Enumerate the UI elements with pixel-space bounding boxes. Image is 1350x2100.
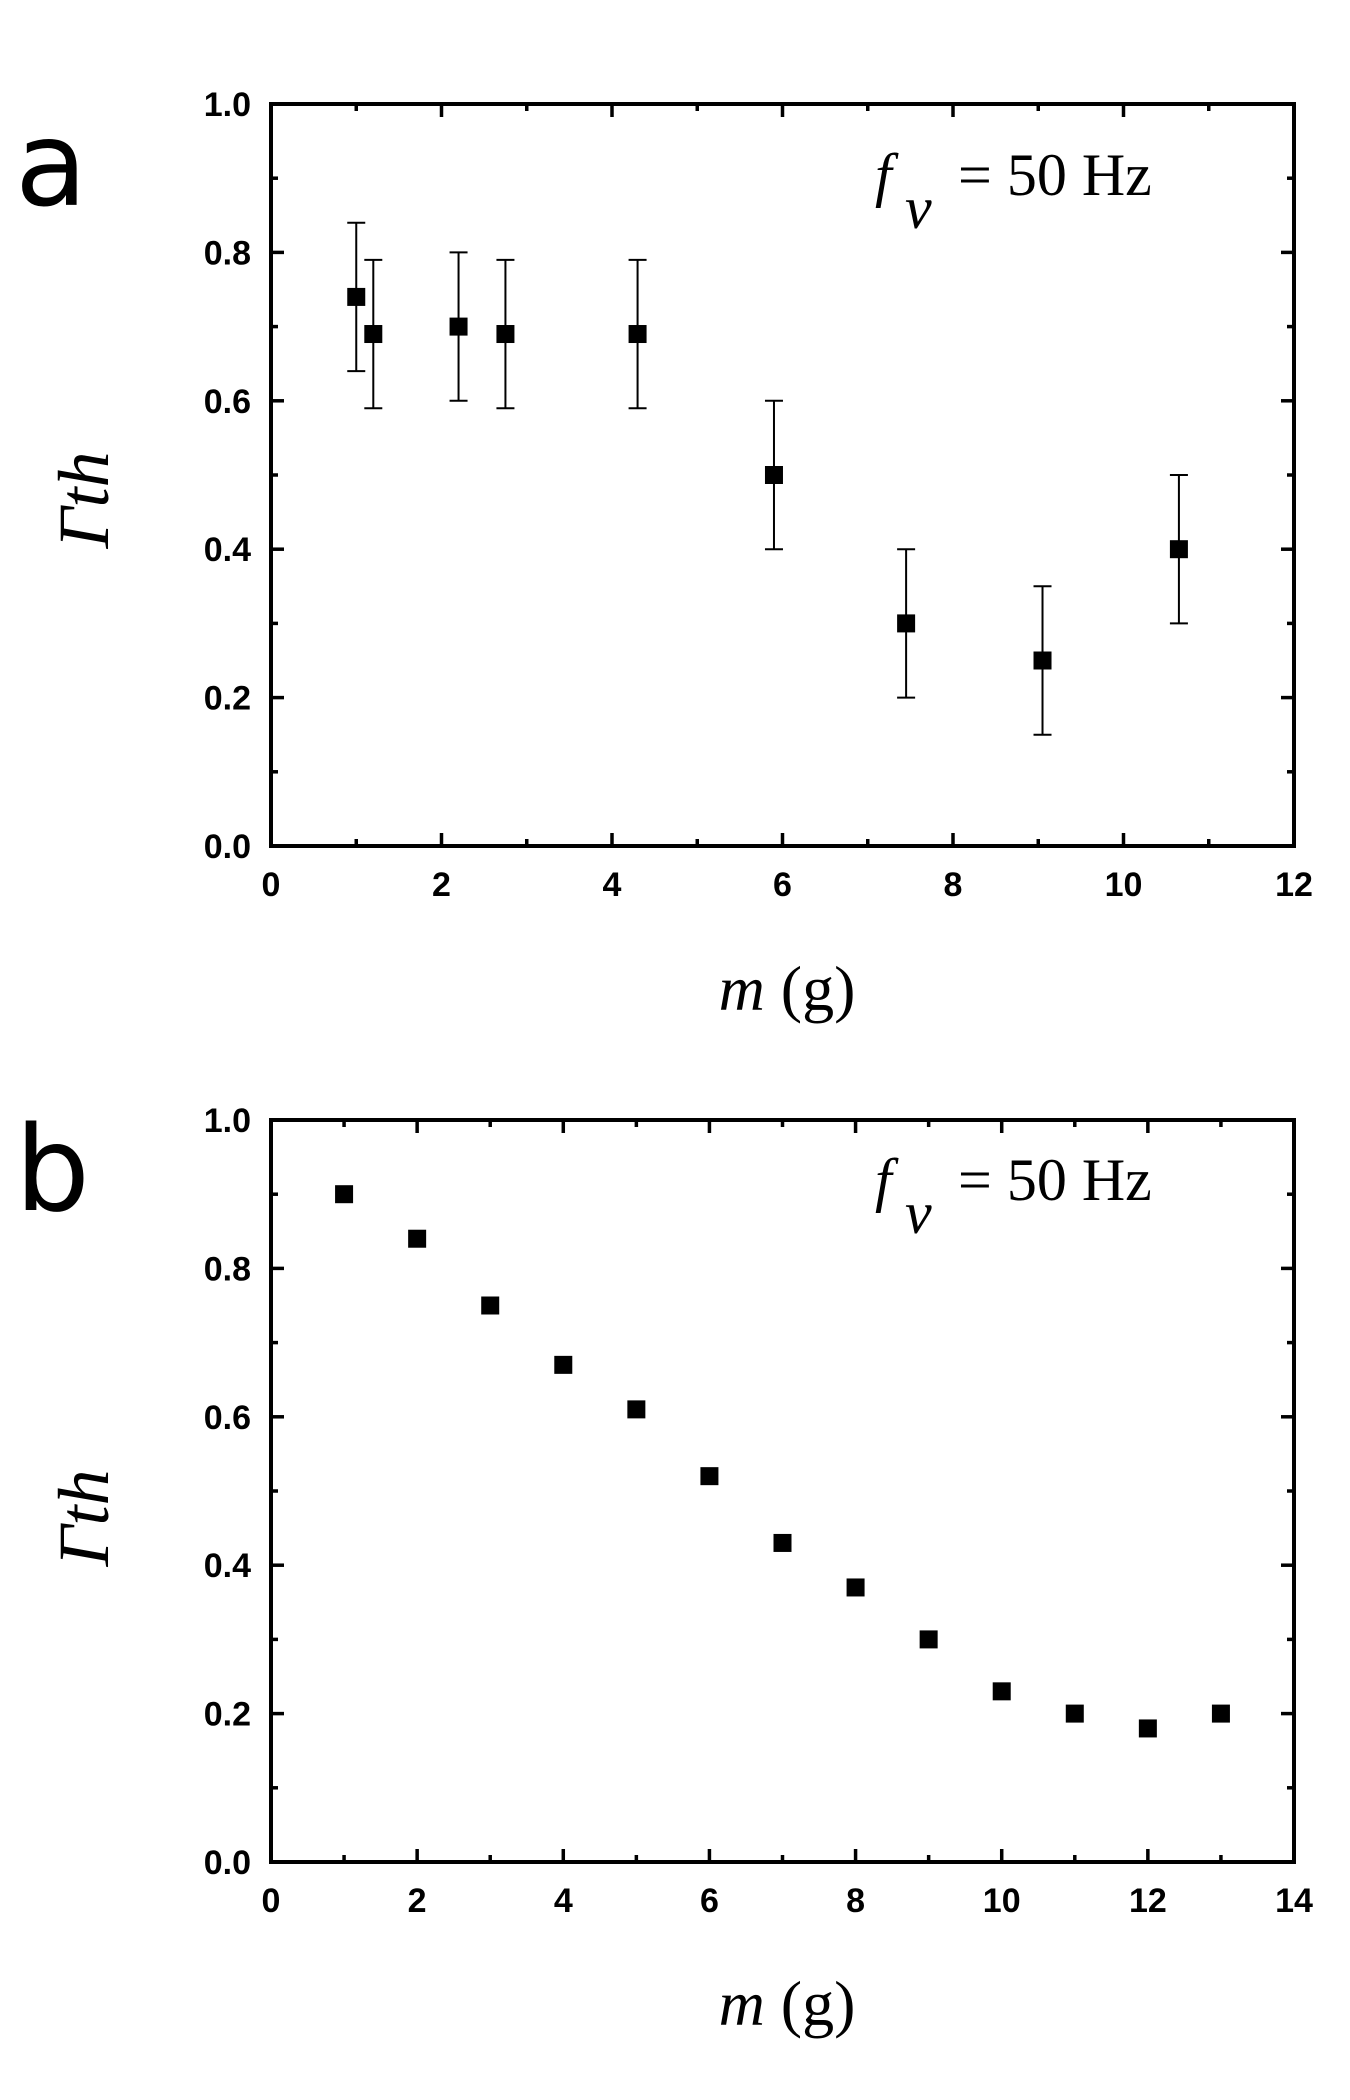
panel-b-x-tick-label: 10 [983, 1882, 1021, 1920]
panel-b-data-point [700, 1467, 719, 1486]
panel-a-data-point [347, 287, 366, 306]
panel-a-annot-subscript: v [905, 175, 932, 241]
panel-a-label: a [15, 95, 87, 233]
panel-a-plot: 0 2 4 6 8 10 12 0.0 0.2 0.4 0.6 0.8 1.0 [204, 86, 1313, 904]
panel-a-x-tick-label: 8 [944, 866, 963, 904]
panel-b-label: b [15, 1100, 90, 1238]
panel-a-data-point [628, 325, 647, 344]
panel-a-annot-text: = 50 Hz [958, 142, 1152, 208]
panel-b-annot-symbol: f [875, 1147, 899, 1213]
panel-a-y-tick-label: 1.0 [204, 86, 251, 124]
panel-a-data-point [1033, 651, 1052, 670]
panel-a-data-point [1169, 540, 1188, 559]
panel-b-x-tick-label: 8 [846, 1882, 865, 1920]
panel-b-y-axis-title: Γth [44, 1470, 124, 1568]
panel-b-data-point [919, 1630, 938, 1649]
panel-a-x-axis-title: m (g) [719, 953, 856, 1024]
panel-a-y-symbol: Γ [44, 504, 124, 549]
panel-b-y-tick-label: 0.6 [204, 1399, 251, 1437]
panel-b-data-point [1138, 1719, 1157, 1738]
panel-b-data-point [481, 1296, 500, 1315]
panel-b-x-axis-title: m (g) [719, 1968, 856, 2039]
panel-b-y-tick-label: 0.8 [204, 1250, 251, 1288]
panel-a-y-tick-label: 0.0 [204, 828, 251, 866]
panel-a-data-point [897, 614, 916, 633]
panel-b-x-tick-label: 6 [700, 1882, 719, 1920]
svg-text:Γth: Γth [44, 1470, 124, 1568]
panel-b-y-tick-label: 1.0 [204, 1102, 251, 1140]
panel-a-x-tick-label: 0 [262, 866, 281, 904]
panel-a-y-tick-label: 0.8 [204, 234, 251, 272]
panel-a-y-subscript: th [44, 452, 124, 508]
panel-a-y-axis-title: Γth [44, 452, 124, 550]
panel-a-x-tick-label: 2 [432, 866, 451, 904]
panel-a-x-tick-label: 4 [603, 866, 622, 904]
panel-b-data-point [1065, 1704, 1084, 1723]
panel-b-data-point [992, 1682, 1011, 1701]
panel-a-data-point [764, 466, 783, 484]
panel-b-y-symbol: Γ [44, 1522, 124, 1567]
panel-a: a Γth f v = 50 Hz m (g) 0 2 4 6 8 10 120.00.20… [15, 86, 1313, 1024]
panel-b-y-tick-label: 0.2 [204, 1696, 251, 1734]
panel-a-data-point [364, 325, 383, 344]
panel-a-annotation: f v = 50 Hz [875, 142, 1152, 241]
svg-text:Γth: Γth [44, 452, 124, 550]
panel-a-data-point [496, 325, 515, 344]
panel-b-annot-text: = 50 Hz [958, 1147, 1152, 1213]
panel-a-x-tick-label: 6 [773, 866, 792, 904]
panel-b-data-point [1211, 1704, 1230, 1723]
panel-a-annot-symbol: f [875, 142, 899, 208]
panel-b-data-point [408, 1229, 427, 1248]
panel-b-annot-subscript: v [905, 1180, 932, 1246]
panel-b-data-point [554, 1355, 573, 1374]
panel-b-data-point [773, 1533, 792, 1552]
panel-a-y-tick-label: 0.6 [204, 383, 251, 421]
panel-b-x-tick-label: 12 [1129, 1882, 1167, 1920]
panel-b-x-tick-label: 2 [408, 1882, 427, 1920]
panel-b-x-tick-label: 14 [1275, 1882, 1313, 1920]
panel-b-plot: 0 2 4 6 8 10 12 14 0.0 0.2 0.4 0.6 0.8 1.0 [204, 1102, 1313, 1920]
panel-a-y-tick-label: 0.4 [204, 531, 251, 569]
panel-a-x-tick-label: 10 [1105, 866, 1143, 904]
panel-b-data-point [335, 1185, 354, 1204]
panel-b-data-point [846, 1578, 865, 1597]
panel-b-x-tick-label: 4 [554, 1882, 573, 1920]
panel-a-y-tick-label: 0.2 [204, 680, 251, 718]
panel-b: b Γth f v = 50 Hz m (g) 0 2 4 6 8 10 12 14 0.0 0.… [15, 1100, 1313, 2039]
panel-b-x-tick-label: 0 [262, 1882, 281, 1920]
panel-b-y-tick-label: 0.4 [204, 1547, 251, 1585]
panel-b-y-tick-label: 0.0 [204, 1844, 251, 1882]
panel-a-data-point [449, 317, 468, 336]
panel-a-x-tick-label: 12 [1275, 866, 1313, 904]
panel-b-annotation: f v = 50 Hz [875, 1147, 1152, 1246]
panel-b-y-subscript: th [44, 1470, 124, 1526]
panel-b-data-point [627, 1400, 646, 1419]
